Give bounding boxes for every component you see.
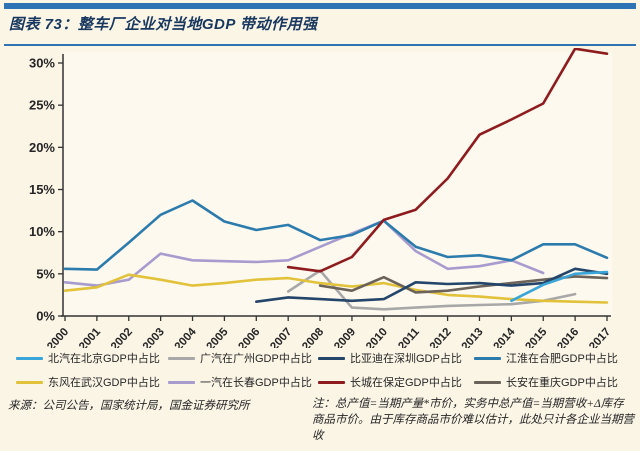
legend-swatch bbox=[16, 356, 43, 360]
x-tick-label: 2011 bbox=[396, 326, 422, 348]
y-tick-label: 5% bbox=[36, 266, 55, 281]
y-tick-label: 25% bbox=[29, 98, 55, 113]
x-tick-label: 2002 bbox=[109, 326, 135, 348]
x-tick-label: 2017 bbox=[587, 326, 613, 348]
legend-label: 长城在保定GDP中占比 bbox=[350, 377, 462, 389]
legend-swatch bbox=[318, 356, 345, 360]
legend-item: 一汽在长春GDP中占比 bbox=[168, 374, 318, 390]
y-tick-label: 20% bbox=[29, 140, 55, 155]
chart-line-2 bbox=[254, 267, 609, 303]
chart-line-6 bbox=[286, 48, 609, 273]
x-tick-label: 2005 bbox=[205, 326, 231, 348]
legend-label: 东风在武汉GDP中占比 bbox=[48, 377, 160, 389]
legend-swatch bbox=[16, 380, 43, 384]
x-tick-label: 2009 bbox=[332, 326, 358, 348]
line-chart: 0% 5% 10% 15% 20% 25% 30% 2000 2001 2002 2003 2004 2… bbox=[29, 48, 613, 348]
chart-footer: 来源：公司公告，国家统计局，国金证券研究所 注：总产值=当期产量*市价，实务中总… bbox=[8, 396, 634, 444]
plot-area bbox=[63, 52, 612, 316]
legend-label: 北汽在北京GDP中占比 bbox=[48, 353, 160, 365]
x-tick-label: 2015 bbox=[523, 326, 549, 348]
header-rule bbox=[4, 44, 636, 46]
legend-item: 广汽在广州GDP中占比 bbox=[168, 350, 318, 366]
note-text: 注：总产值=当期产量*市价，实务中总产值=当期营收+Δ库存商品市价。由于库存商品… bbox=[312, 398, 634, 443]
legend-label: 长安在重庆GDP中占比 bbox=[506, 377, 618, 389]
legend-swatch bbox=[168, 380, 195, 384]
legend-swatch bbox=[318, 380, 345, 384]
legend-swatch bbox=[474, 380, 501, 384]
y-tick-label: 0% bbox=[36, 309, 55, 324]
source-text: 来源：公司公告，国家统计局，国金证券研究所 bbox=[8, 400, 250, 412]
header-top-bar bbox=[4, 3, 636, 9]
x-tick-label: 2013 bbox=[460, 326, 486, 348]
x-tick-label: 2003 bbox=[141, 326, 167, 348]
legend-swatch bbox=[474, 356, 501, 360]
legend-label: 广汽在广州GDP中占比 bbox=[200, 353, 312, 365]
legend-item: 江淮在合肥GDP中占比 bbox=[474, 350, 622, 366]
chart-line-3 bbox=[63, 199, 609, 271]
y-tick-label: 10% bbox=[29, 224, 55, 239]
legend-label: 江淮在合肥GDP中占比 bbox=[506, 353, 618, 365]
legend-item: 北汽在北京GDP中占比 bbox=[16, 350, 168, 366]
legend-label: 比亚迪在深圳GDP占比 bbox=[350, 353, 462, 365]
x-tick-label: 2016 bbox=[555, 326, 581, 348]
legend-swatch bbox=[168, 356, 195, 360]
chart-legend: 北汽在北京GDP中占比 广汽在广州GDP中占比 比亚迪在深圳GDP占比 江淮在合肥GD… bbox=[16, 350, 632, 390]
chart-title: 图表 73：整车厂企业对当地GDP 带动作用强 bbox=[9, 16, 318, 33]
legend-item: 东风在武汉GDP中占比 bbox=[16, 374, 168, 390]
x-tick-label: 2007 bbox=[268, 326, 294, 348]
chart-line-5 bbox=[63, 219, 545, 287]
x-tick-label: 2006 bbox=[236, 326, 262, 348]
legend-item: 比亚迪在深圳GDP占比 bbox=[318, 350, 474, 366]
x-tick-label: 2008 bbox=[300, 326, 326, 348]
x-tick-label: 2012 bbox=[428, 326, 454, 348]
legend-item: 长安在重庆GDP中占比 bbox=[474, 374, 622, 390]
legend-label: 一汽在长春GDP中占比 bbox=[200, 377, 312, 389]
x-tick-label: 2000 bbox=[45, 326, 71, 348]
x-tick-label: 2014 bbox=[492, 326, 518, 348]
y-tick-label: 30% bbox=[29, 56, 55, 71]
chart-line-0 bbox=[510, 270, 609, 303]
y-tick-label: 15% bbox=[29, 182, 55, 197]
x-tick-label: 2010 bbox=[364, 326, 390, 348]
x-tick-label: 2001 bbox=[77, 326, 103, 348]
legend-item: 长城在保定GDP中占比 bbox=[318, 374, 474, 390]
x-tick-label: 2004 bbox=[173, 326, 199, 348]
